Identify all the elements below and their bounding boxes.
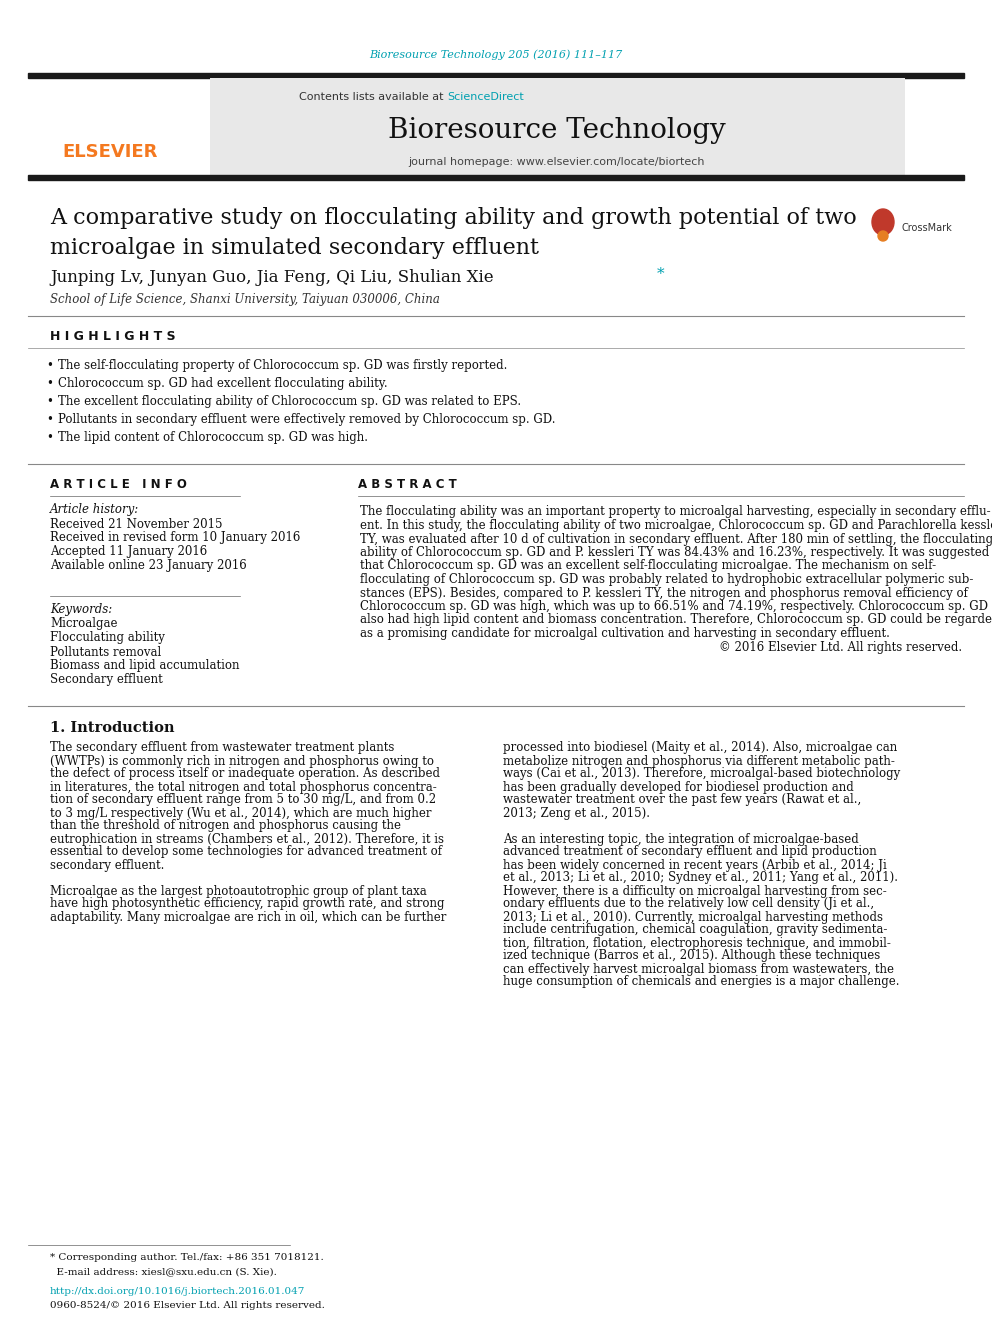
Text: Microalgae: Microalgae xyxy=(50,618,117,631)
Text: eutrophication in streams (Chambers et al., 2012). Therefore, it is: eutrophication in streams (Chambers et a… xyxy=(50,832,444,845)
Text: Pollutants in secondary effluent were effectively removed by Chlorococcum sp. GD: Pollutants in secondary effluent were ef… xyxy=(58,414,556,426)
Text: to 3 mg/L respectively (Wu et al., 2014), which are much higher: to 3 mg/L respectively (Wu et al., 2014)… xyxy=(50,807,432,819)
Text: in literatures, the total nitrogen and total phosphorus concentra-: in literatures, the total nitrogen and t… xyxy=(50,781,436,794)
Text: ELSEVIER: ELSEVIER xyxy=(62,143,158,161)
Text: Article history:: Article history: xyxy=(50,504,139,516)
Text: than the threshold of nitrogen and phosphorus causing the: than the threshold of nitrogen and phosp… xyxy=(50,819,401,832)
Text: School of Life Science, Shanxi University, Taiyuan 030006, China: School of Life Science, Shanxi Universit… xyxy=(50,294,439,307)
Text: Junping Lv, Junyan Guo, Jia Feng, Qi Liu, Shulian Xie: Junping Lv, Junyan Guo, Jia Feng, Qi Liu… xyxy=(50,269,494,286)
Text: 2013; Li et al., 2010). Currently, microalgal harvesting methods: 2013; Li et al., 2010). Currently, micro… xyxy=(503,910,883,923)
Text: As an interesting topic, the integration of microalgae-based: As an interesting topic, the integration… xyxy=(503,832,859,845)
Text: 0960-8524/© 2016 Elsevier Ltd. All rights reserved.: 0960-8524/© 2016 Elsevier Ltd. All right… xyxy=(50,1301,324,1310)
Text: has been widely concerned in recent years (Arbib et al., 2014; Ji: has been widely concerned in recent year… xyxy=(503,859,887,872)
Text: Secondary effluent: Secondary effluent xyxy=(50,673,163,687)
Text: ways (Cai et al., 2013). Therefore, microalgal-based biotechnology: ways (Cai et al., 2013). Therefore, micr… xyxy=(503,767,901,781)
Text: Contents lists available at: Contents lists available at xyxy=(299,93,447,102)
Text: Keywords:: Keywords: xyxy=(50,603,112,617)
Text: ondary effluents due to the relatively low cell density (Ji et al.,: ondary effluents due to the relatively l… xyxy=(503,897,874,910)
Text: Flocculating ability: Flocculating ability xyxy=(50,631,165,644)
Text: Pollutants removal: Pollutants removal xyxy=(50,646,162,659)
Text: Received in revised form 10 January 2016: Received in revised form 10 January 2016 xyxy=(50,532,301,545)
Text: Chlorococcum sp. GD had excellent flocculating ability.: Chlorococcum sp. GD had excellent floccu… xyxy=(58,377,388,390)
Text: 1. Introduction: 1. Introduction xyxy=(50,721,175,736)
Text: processed into biodiesel (Maity et al., 2014). Also, microalgae can: processed into biodiesel (Maity et al., … xyxy=(503,741,897,754)
Text: Received 21 November 2015: Received 21 November 2015 xyxy=(50,517,222,531)
Text: * Corresponding author. Tel./fax: +86 351 7018121.: * Corresponding author. Tel./fax: +86 35… xyxy=(50,1253,323,1262)
Text: •: • xyxy=(46,377,53,390)
Text: TY, was evaluated after 10 d of cultivation in secondary effluent. After 180 min: TY, was evaluated after 10 d of cultivat… xyxy=(360,532,992,545)
Text: advanced treatment of secondary effluent and lipid production: advanced treatment of secondary effluent… xyxy=(503,845,877,859)
Text: metabolize nitrogen and phosphorus via different metabolic path-: metabolize nitrogen and phosphorus via d… xyxy=(503,754,895,767)
Text: the defect of process itself or inadequate operation. As described: the defect of process itself or inadequa… xyxy=(50,767,440,781)
Text: E-mail address: xiesl@sxu.edu.cn (S. Xie).: E-mail address: xiesl@sxu.edu.cn (S. Xie… xyxy=(50,1267,277,1277)
Text: ability of Chlorococcum sp. GD and P. kessleri TY was 84.43% and 16.23%, respect: ability of Chlorococcum sp. GD and P. ke… xyxy=(360,546,989,560)
Text: Bioresource Technology: Bioresource Technology xyxy=(388,118,726,144)
Text: tion, filtration, flotation, electrophoresis technique, and immobil-: tion, filtration, flotation, electrophor… xyxy=(503,937,891,950)
Text: A comparative study on flocculating ability and growth potential of two: A comparative study on flocculating abil… xyxy=(50,206,857,229)
Text: •: • xyxy=(46,431,53,445)
Ellipse shape xyxy=(878,232,888,241)
Text: © 2016 Elsevier Ltd. All rights reserved.: © 2016 Elsevier Ltd. All rights reserved… xyxy=(719,640,962,654)
Text: CrossMark: CrossMark xyxy=(901,224,951,233)
Ellipse shape xyxy=(872,209,894,235)
Text: *: * xyxy=(657,267,665,280)
Text: have high photosynthetic efficiency, rapid growth rate, and strong: have high photosynthetic efficiency, rap… xyxy=(50,897,444,910)
Text: Microalgae as the largest photoautotrophic group of plant taxa: Microalgae as the largest photoautotroph… xyxy=(50,885,427,897)
Text: include centrifugation, chemical coagulation, gravity sedimenta-: include centrifugation, chemical coagula… xyxy=(503,923,888,937)
Text: Bioresource Technology 205 (2016) 111–117: Bioresource Technology 205 (2016) 111–11… xyxy=(369,50,623,61)
Text: ScienceDirect: ScienceDirect xyxy=(447,93,524,102)
Text: can effectively harvest microalgal biomass from wastewaters, the: can effectively harvest microalgal bioma… xyxy=(503,963,894,975)
Text: H I G H L I G H T S: H I G H L I G H T S xyxy=(50,329,176,343)
Text: A B S T R A C T: A B S T R A C T xyxy=(358,478,456,491)
Text: Accepted 11 January 2016: Accepted 11 January 2016 xyxy=(50,545,207,558)
Text: A R T I C L E   I N F O: A R T I C L E I N F O xyxy=(50,478,186,491)
Text: 2013; Zeng et al., 2015).: 2013; Zeng et al., 2015). xyxy=(503,807,650,819)
Text: •: • xyxy=(46,396,53,409)
Text: tion of secondary effluent range from 5 to 30 mg/L, and from 0.2: tion of secondary effluent range from 5 … xyxy=(50,794,436,807)
Text: The lipid content of Chlorococcum sp. GD was high.: The lipid content of Chlorococcum sp. GD… xyxy=(58,431,368,445)
Text: The flocculating ability was an important property to microalgal harvesting, esp: The flocculating ability was an importan… xyxy=(360,505,991,519)
Text: et al., 2013; Li et al., 2010; Sydney et al., 2011; Yang et al., 2011).: et al., 2013; Li et al., 2010; Sydney et… xyxy=(503,872,898,885)
Text: •: • xyxy=(46,360,53,373)
Bar xyxy=(28,175,964,180)
Text: stances (EPS). Besides, compared to P. kessleri TY, the nitrogen and phosphorus : stances (EPS). Besides, compared to P. k… xyxy=(360,586,968,599)
Text: wastewater treatment over the past few years (Rawat et al.,: wastewater treatment over the past few y… xyxy=(503,794,861,807)
Text: secondary effluent.: secondary effluent. xyxy=(50,859,165,872)
Text: The excellent flocculating ability of Chlorococcum sp. GD was related to EPS.: The excellent flocculating ability of Ch… xyxy=(58,396,521,409)
Text: ent. In this study, the flocculating ability of two microalgae, Chlorococcum sp.: ent. In this study, the flocculating abi… xyxy=(360,519,992,532)
Text: The self-flocculating property of Chlorococcum sp. GD was firstly reported.: The self-flocculating property of Chloro… xyxy=(58,360,507,373)
Text: •: • xyxy=(46,414,53,426)
Text: Biomass and lipid accumulation: Biomass and lipid accumulation xyxy=(50,659,239,672)
Text: However, there is a difficulty on microalgal harvesting from sec-: However, there is a difficulty on microa… xyxy=(503,885,887,897)
Text: also had high lipid content and biomass concentration. Therefore, Chlorococcum s: also had high lipid content and biomass … xyxy=(360,614,992,627)
Bar xyxy=(210,78,905,176)
Bar xyxy=(28,73,964,78)
Text: Chlorococcum sp. GD was high, which was up to 66.51% and 74.19%, respectively. C: Chlorococcum sp. GD was high, which was … xyxy=(360,601,988,613)
Text: has been gradually developed for biodiesel production and: has been gradually developed for biodies… xyxy=(503,781,854,794)
Text: that Chlorococcum sp. GD was an excellent self-flocculating microalgae. The mech: that Chlorococcum sp. GD was an excellen… xyxy=(360,560,936,573)
Text: (WWTPs) is commonly rich in nitrogen and phosphorus owing to: (WWTPs) is commonly rich in nitrogen and… xyxy=(50,754,434,767)
Text: adaptability. Many microalgae are rich in oil, which can be further: adaptability. Many microalgae are rich i… xyxy=(50,910,446,923)
Text: as a promising candidate for microalgal cultivation and harvesting in secondary : as a promising candidate for microalgal … xyxy=(360,627,890,640)
Text: http://dx.doi.org/10.1016/j.biortech.2016.01.047: http://dx.doi.org/10.1016/j.biortech.201… xyxy=(50,1286,306,1295)
Text: The secondary effluent from wastewater treatment plants: The secondary effluent from wastewater t… xyxy=(50,741,395,754)
Text: flocculating of Chlorococcum sp. GD was probably related to hydrophobic extracel: flocculating of Chlorococcum sp. GD was … xyxy=(360,573,973,586)
Text: journal homepage: www.elsevier.com/locate/biortech: journal homepage: www.elsevier.com/locat… xyxy=(409,157,705,167)
Text: huge consumption of chemicals and energies is a major challenge.: huge consumption of chemicals and energi… xyxy=(503,975,900,988)
Text: Available online 23 January 2016: Available online 23 January 2016 xyxy=(50,560,247,573)
Text: essential to develop some technologies for advanced treatment of: essential to develop some technologies f… xyxy=(50,845,442,859)
Text: ized technique (Barros et al., 2015). Although these techniques: ized technique (Barros et al., 2015). Al… xyxy=(503,950,880,963)
Text: microalgae in simulated secondary effluent: microalgae in simulated secondary efflue… xyxy=(50,237,539,259)
